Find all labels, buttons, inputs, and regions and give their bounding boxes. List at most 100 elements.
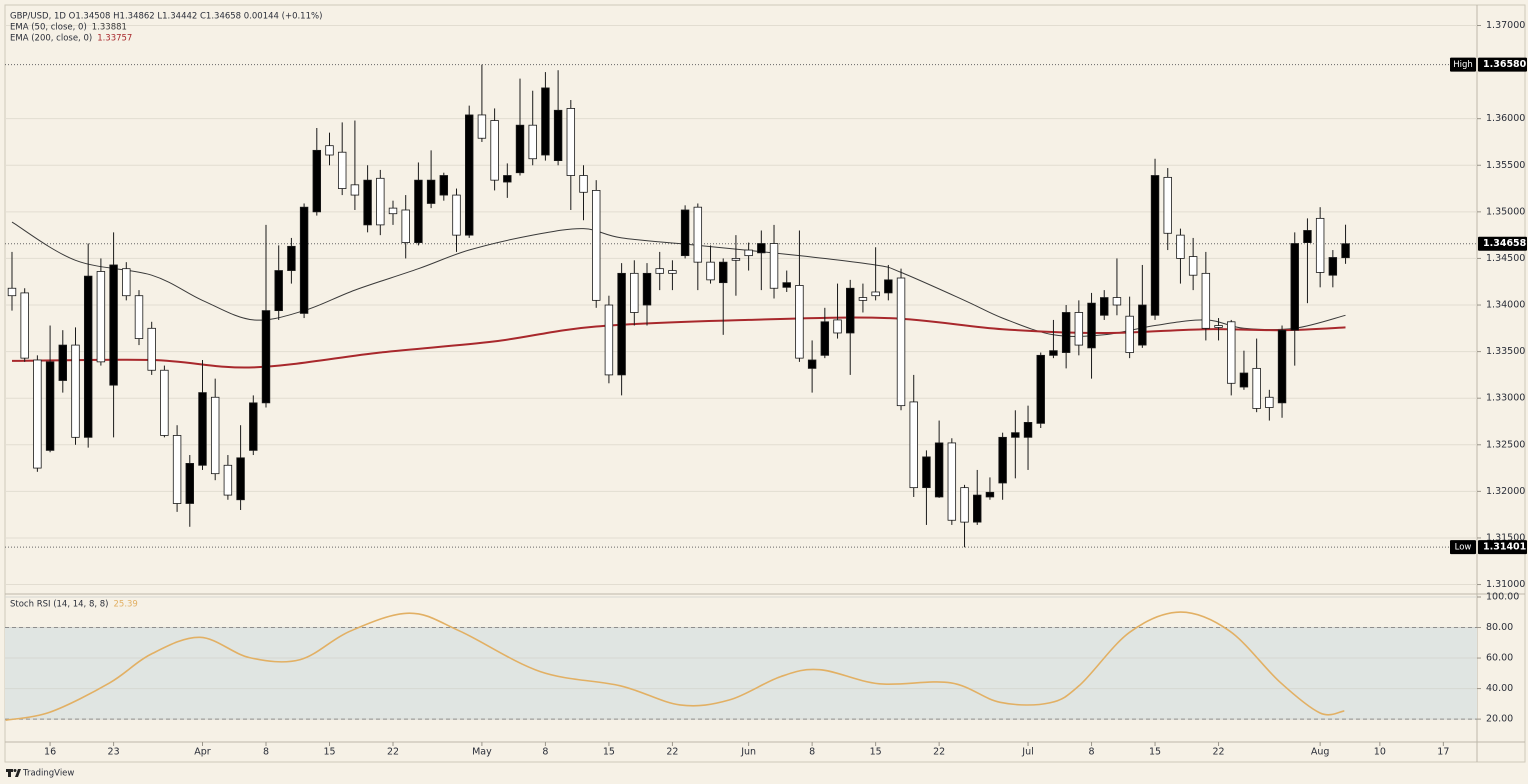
candle-body: [96, 271, 106, 363]
frame: [4, 4, 1526, 763]
y-tick-label: 100.00: [1486, 592, 1519, 603]
candle-body: [1087, 302, 1096, 349]
candle-body: [236, 457, 245, 501]
candle-body: [414, 179, 423, 243]
candle-body: [185, 463, 195, 504]
candle-body: [833, 319, 842, 334]
logo-part: [15, 769, 21, 777]
candle-body: [719, 261, 728, 284]
candle-body: [350, 184, 360, 196]
y-tick-label: 1.33000: [1486, 393, 1525, 404]
candle-body: [312, 149, 322, 213]
candle-body: [376, 177, 385, 226]
price-box: [1478, 57, 1527, 72]
candle-body: [1049, 350, 1058, 356]
candle-body: [452, 194, 461, 236]
candle-body: [934, 442, 944, 498]
legend-value: 25.39: [114, 600, 138, 610]
candle-body: [769, 243, 779, 289]
x-tick-label: 23: [108, 747, 120, 758]
candle-body: [274, 270, 283, 312]
y-tick-label: 1.32000: [1486, 486, 1525, 497]
candle-body: [731, 258, 741, 261]
x-tick-label: 22: [1212, 747, 1224, 758]
price-box: [1478, 540, 1527, 555]
marker-name-box: [1450, 57, 1476, 72]
x-tick-label: 17: [1437, 747, 1449, 758]
y-tick-label: 80.00: [1486, 622, 1513, 633]
y-tick-label: 1.34500: [1486, 253, 1525, 264]
candle-body: [579, 175, 588, 193]
candle-body: [71, 344, 80, 438]
candle-body: [1100, 297, 1109, 316]
candle-body: [1290, 243, 1299, 331]
x-tick-label: 22: [666, 747, 678, 758]
candle-body: [1341, 243, 1350, 259]
watermark: TradingView: [22, 769, 74, 779]
candle-body: [363, 179, 372, 226]
y-tick-label: 1.36000: [1486, 113, 1525, 124]
x-tick-label: Aug: [1311, 747, 1330, 758]
candle-body: [617, 272, 626, 376]
candle-body: [1112, 297, 1122, 306]
candle-body: [1023, 422, 1033, 438]
legend-name: EMA (50, close, 0): [10, 23, 87, 33]
candle-body: [820, 321, 830, 356]
price-label: 1.34658: [1483, 238, 1527, 249]
y-tick-label: 40.00: [1486, 683, 1513, 694]
logo-part: [13, 769, 17, 772]
candle-body: [1227, 321, 1236, 384]
x-tick-label: 22: [387, 747, 399, 758]
y-tick-label: 1.31000: [1486, 579, 1525, 590]
candle-body: [1150, 175, 1160, 316]
logo: [6, 769, 21, 777]
candle-body: [426, 179, 436, 204]
candle-body: [1328, 257, 1338, 276]
x-tick-label: 8: [263, 747, 269, 758]
legend-value: 1.33881: [92, 23, 127, 33]
x-tick-label: 10: [1374, 747, 1386, 758]
candle-body: [693, 206, 703, 263]
candle-body: [960, 487, 969, 523]
x-tick-label: 8: [1089, 747, 1095, 758]
candle-body: [1201, 272, 1211, 329]
candle-body: [249, 402, 258, 451]
candle-body: [744, 249, 753, 257]
candle-body: [680, 209, 690, 257]
candle-body: [1163, 176, 1172, 234]
candle-body: [947, 442, 957, 521]
y-tick-label: 20.00: [1486, 714, 1513, 725]
candle-body: [1188, 256, 1198, 276]
x-tick-label: 15: [603, 747, 615, 758]
candle-body: [1265, 396, 1274, 408]
y-tick-label: 60.00: [1486, 653, 1513, 664]
candle-body: [20, 292, 29, 359]
candle-body: [1315, 217, 1325, 273]
marker-name: High: [1453, 60, 1473, 70]
candle-body: [1214, 325, 1223, 328]
legend-name: Stoch RSI (14, 14, 8, 8): [10, 600, 109, 610]
candle-body: [1277, 329, 1287, 404]
candle-body: [528, 124, 537, 160]
candle-body: [541, 87, 550, 156]
candle-body: [7, 287, 17, 297]
candle-body: [630, 272, 639, 313]
price-label: 1.36580: [1483, 59, 1527, 70]
candle-body: [1125, 315, 1134, 353]
x-tick-label: 22: [933, 747, 945, 758]
candle-body: [401, 209, 410, 243]
candle-body: [147, 327, 156, 371]
price-label: 1.31401: [1483, 542, 1526, 553]
candle-body: [337, 151, 347, 189]
candle-body: [172, 435, 182, 504]
candle-body: [884, 279, 893, 294]
candle-body: [1036, 354, 1045, 424]
x-tick-label: Jul: [1021, 747, 1033, 758]
legend-value: 1.33757: [97, 34, 132, 44]
candle-body: [706, 261, 715, 281]
candle-body: [782, 282, 791, 288]
candle-body: [287, 245, 296, 271]
candle-body: [757, 243, 766, 254]
candle-body: [515, 124, 525, 174]
